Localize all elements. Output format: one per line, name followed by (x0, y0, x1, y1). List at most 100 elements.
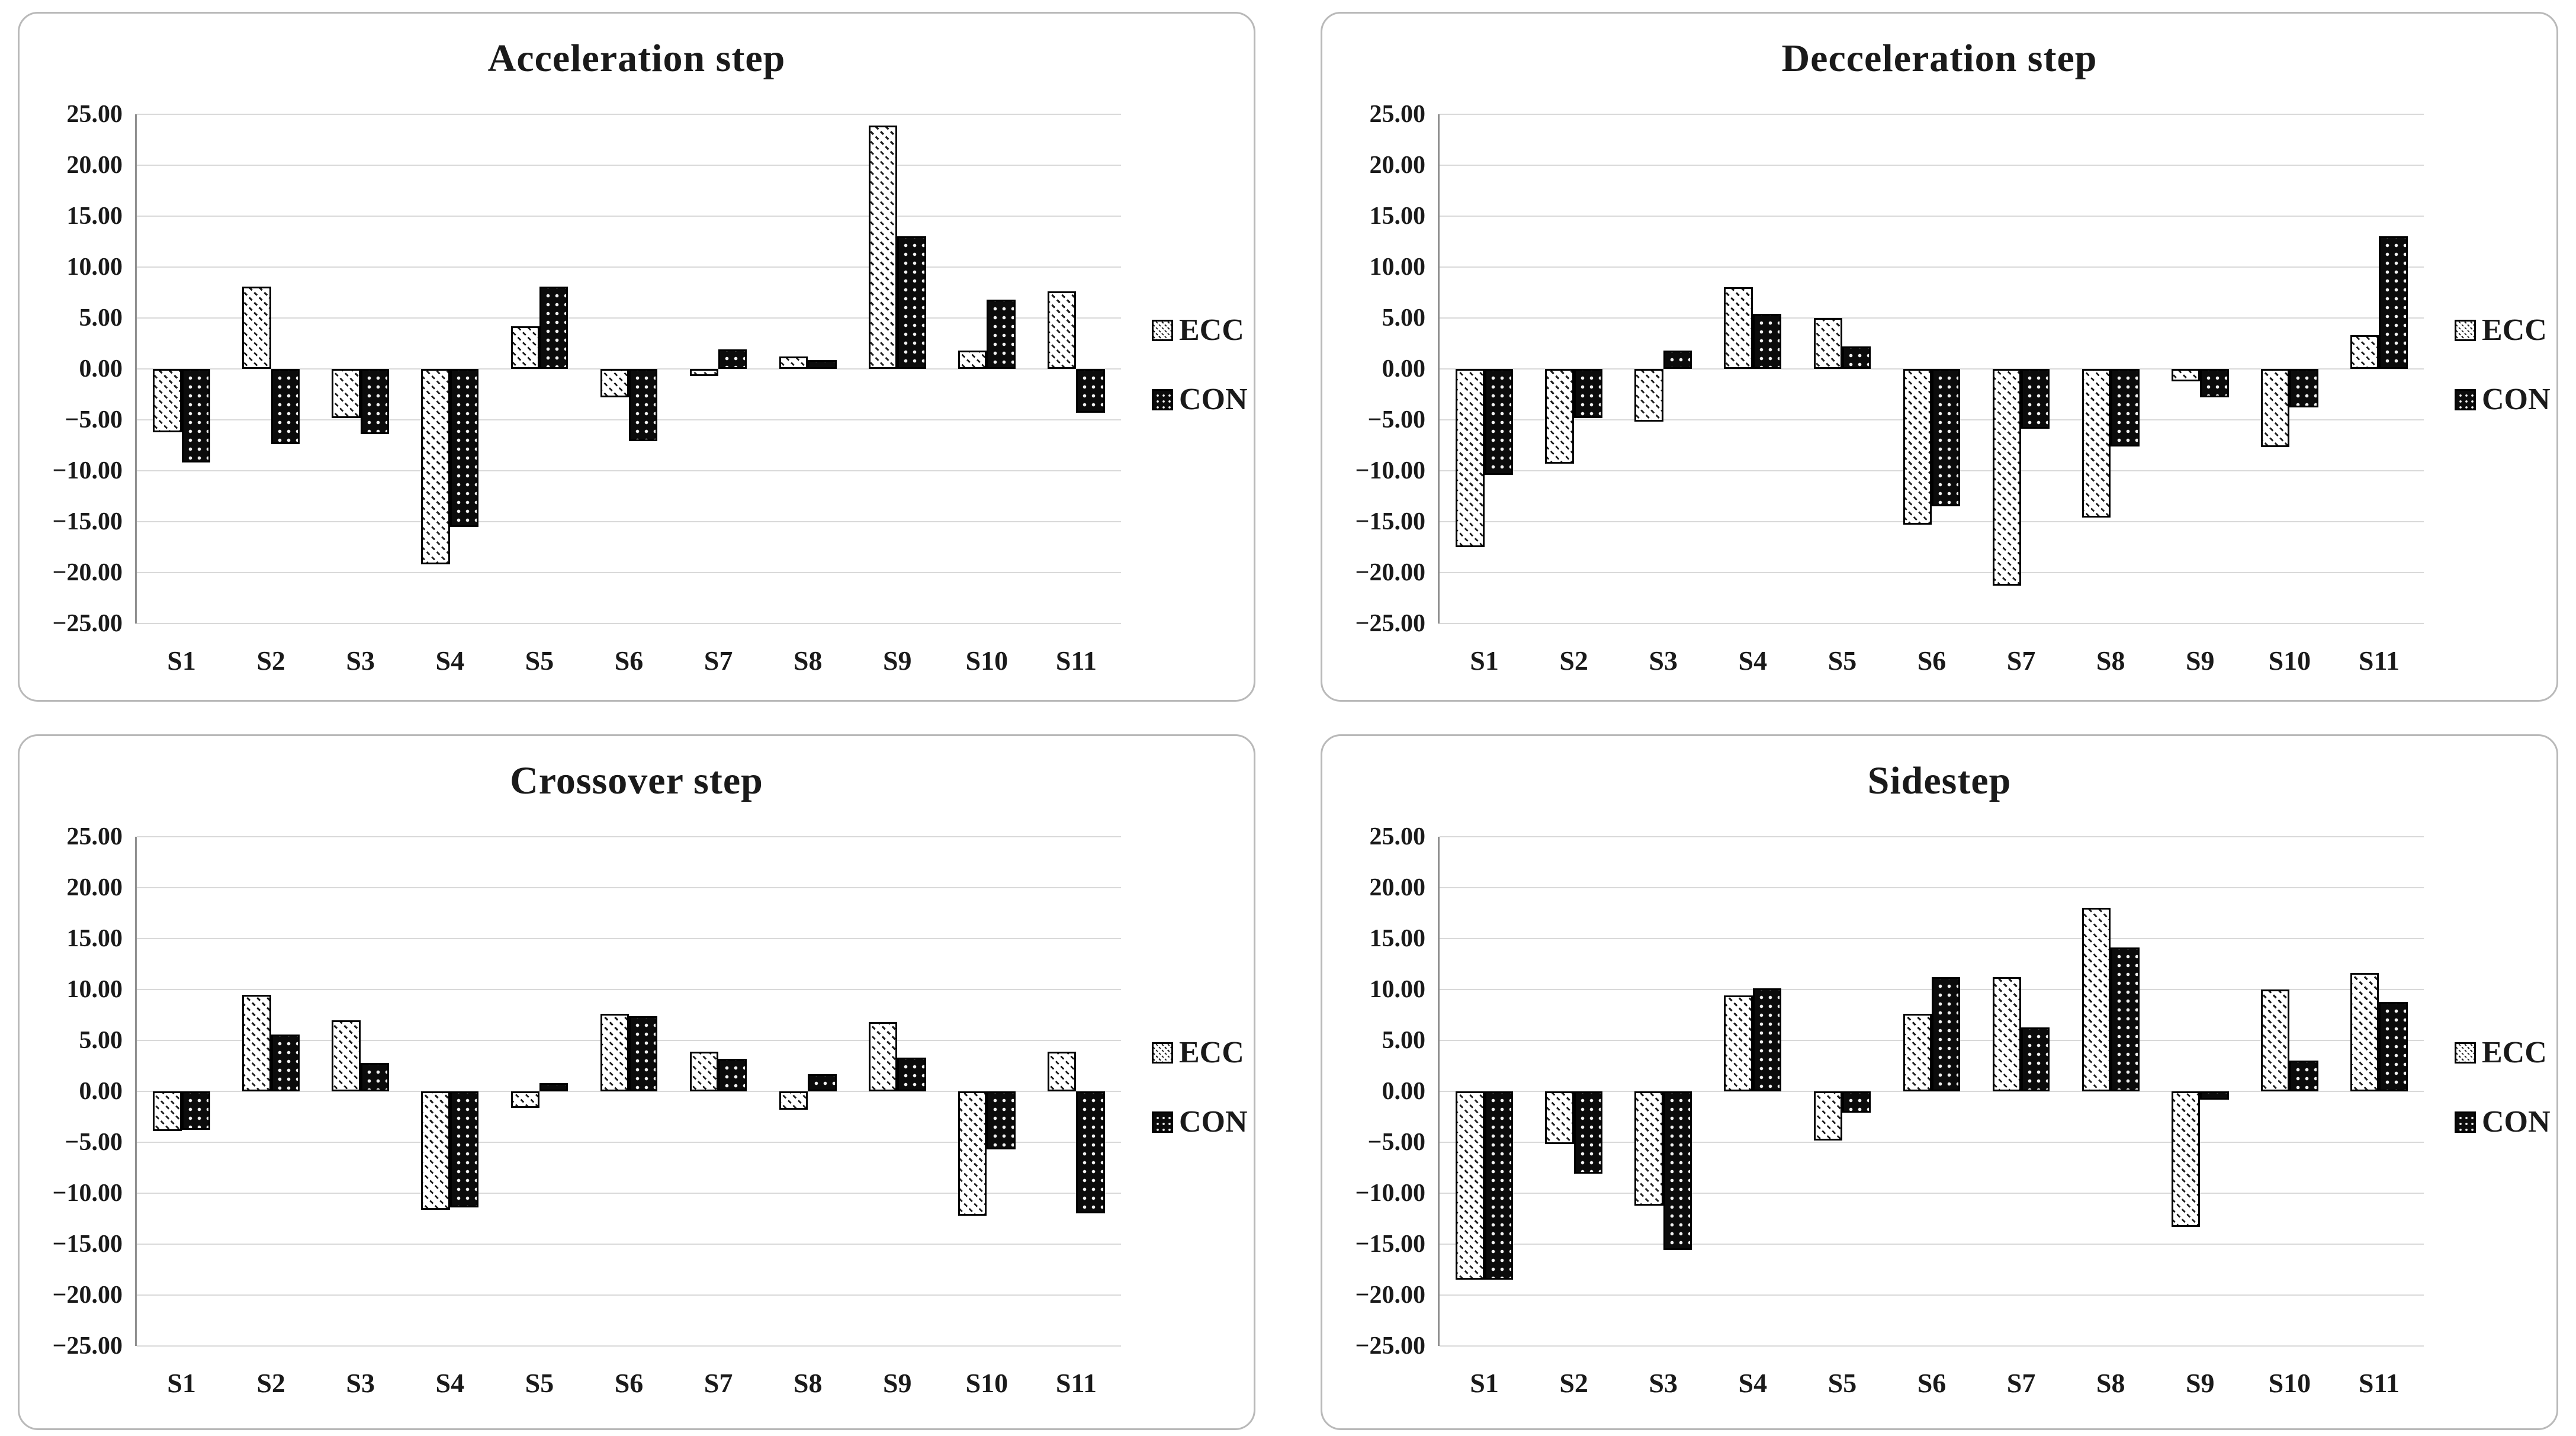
gridline (137, 114, 1121, 115)
con-swatch-icon (2455, 388, 2476, 410)
legend-label-ecc: ECC (2482, 1035, 2547, 1069)
y-tick-label: −10.00 (52, 1180, 123, 1207)
plot-area: ECC CON 25.00 20.00 15.00 10.00 5.00 0.00 −5.0… (53, 823, 1248, 1398)
legend-item-ecc: ECC (1152, 1035, 1248, 1070)
y-tick-label: −20.00 (1355, 1281, 1425, 1309)
panel-sidestep: Sidestep ECC CON 25.00 20.00 15.00 10.00 5.0… (1321, 734, 2558, 1430)
x-tick-label: S4 (1738, 645, 1768, 676)
gridline (1440, 266, 2424, 268)
bar-ecc-s4 (421, 1091, 450, 1210)
bar-ecc-s5 (1813, 1091, 1842, 1141)
bar-ecc-s1 (153, 369, 182, 432)
x-tick-label: S9 (882, 645, 912, 676)
gridline (137, 989, 1121, 990)
legend: ECC CON (2455, 313, 2551, 417)
gridline (1440, 317, 2424, 319)
bar-ecc-s11 (1048, 1051, 1077, 1091)
y-tick-label: 25.00 (66, 101, 123, 128)
legend-label-con: CON (1179, 382, 1248, 416)
x-tick-label: S4 (1738, 1368, 1768, 1398)
bar-con-s7 (2021, 1027, 2050, 1091)
x-tick-label: S9 (2185, 645, 2215, 676)
legend-item-ecc: ECC (2455, 313, 2551, 348)
bar-ecc-s3 (1634, 1091, 1663, 1206)
gridline (137, 1091, 1121, 1092)
y-tick-label: −10.00 (1355, 457, 1425, 484)
bar-con-s9 (2200, 1091, 2229, 1100)
ecc-swatch-icon (1152, 1042, 1173, 1064)
gridline (1440, 1091, 2424, 1092)
x-tick-label: S2 (256, 1368, 285, 1398)
bar-ecc-s2 (242, 286, 271, 369)
gridline (137, 317, 1121, 319)
gridline (1440, 1193, 2424, 1194)
gridline (1440, 623, 2424, 624)
bar-ecc-s7 (1992, 369, 2022, 586)
x-tick-label: S6 (1917, 1368, 1947, 1398)
y-tick-label: 5.00 (79, 1027, 123, 1054)
bar-ecc-s10 (958, 351, 987, 369)
legend-label-con: CON (1179, 1104, 1248, 1139)
bar-ecc-s7 (689, 1051, 719, 1091)
legend-item-con: CON (1152, 1104, 1248, 1139)
x-tick-label: S8 (793, 645, 823, 676)
bar-ecc-s9 (868, 125, 898, 369)
legend-item-ecc: ECC (2455, 1035, 2551, 1070)
bar-ecc-s3 (332, 369, 361, 418)
y-tick-label: 15.00 (66, 925, 123, 952)
gridline (137, 1244, 1121, 1245)
chart-title: Sidestep (1867, 759, 2012, 802)
bar-con-s4 (449, 1091, 479, 1208)
x-tick-label: S2 (1559, 1368, 1588, 1398)
bar-con-s5 (1842, 346, 1871, 369)
gridline (1440, 165, 2424, 166)
x-tick-label: S11 (1055, 645, 1097, 676)
bar-con-s9 (897, 236, 926, 369)
gridline (137, 165, 1121, 166)
legend: ECC CON (2455, 1035, 2551, 1139)
bar-con-s7 (2021, 369, 2050, 429)
y-tick-label: 0.00 (79, 1078, 123, 1105)
bar-con-s8 (808, 1074, 837, 1091)
bar-ecc-s1 (1456, 1091, 1485, 1280)
bar-con-s9 (897, 1058, 926, 1091)
y-tick-label: 20.00 (66, 874, 123, 901)
gridline (137, 1193, 1121, 1194)
gridline (137, 836, 1121, 837)
bar-con-s10 (2289, 1061, 2318, 1091)
y-tick-label: −20.00 (52, 1281, 123, 1309)
gridline (1440, 1244, 2424, 1245)
bar-con-s10 (2289, 369, 2318, 408)
bar-con-s9 (2200, 369, 2229, 398)
bar-con-s4 (1752, 314, 1782, 369)
gridline (1440, 1142, 2424, 1143)
x-tick-label: S1 (1470, 1368, 1499, 1398)
bar-con-s2 (271, 1034, 300, 1091)
con-swatch-icon (1152, 388, 1173, 410)
bar-con-s11 (2379, 1001, 2408, 1091)
y-tick-label: 0.00 (79, 355, 123, 383)
x-tick-label: S11 (2358, 645, 2400, 676)
x-tick-label: S10 (2268, 1368, 2311, 1398)
plot-area: ECC CON 25.00 20.00 15.00 10.00 5.00 0.00 −5.0… (1356, 101, 2551, 676)
y-tick-label: 5.00 (79, 304, 123, 332)
bar-ecc-s5 (510, 1091, 539, 1108)
bar-con-s2 (1573, 1091, 1602, 1174)
gridline (137, 938, 1121, 939)
x-tick-label: S5 (525, 1368, 554, 1398)
bar-ecc-s11 (2350, 335, 2379, 369)
ecc-swatch-icon (2455, 1042, 2476, 1064)
bar-con-s11 (1076, 1091, 1105, 1214)
y-tick-label: 20.00 (66, 152, 123, 179)
bar-ecc-s4 (1724, 287, 1753, 369)
legend-item-con: CON (2455, 1104, 2551, 1139)
x-tick-label: S10 (965, 1368, 1008, 1398)
bar-ecc-s7 (689, 369, 719, 377)
y-tick-label: −15.00 (52, 1231, 123, 1258)
x-tick-label: S5 (1827, 645, 1857, 676)
bar-con-s2 (271, 369, 300, 445)
bar-ecc-s2 (1545, 1091, 1574, 1145)
bar-ecc-s3 (1634, 369, 1663, 422)
bar-con-s3 (1663, 1091, 1692, 1251)
y-tick-label: −25.00 (1355, 1332, 1425, 1360)
